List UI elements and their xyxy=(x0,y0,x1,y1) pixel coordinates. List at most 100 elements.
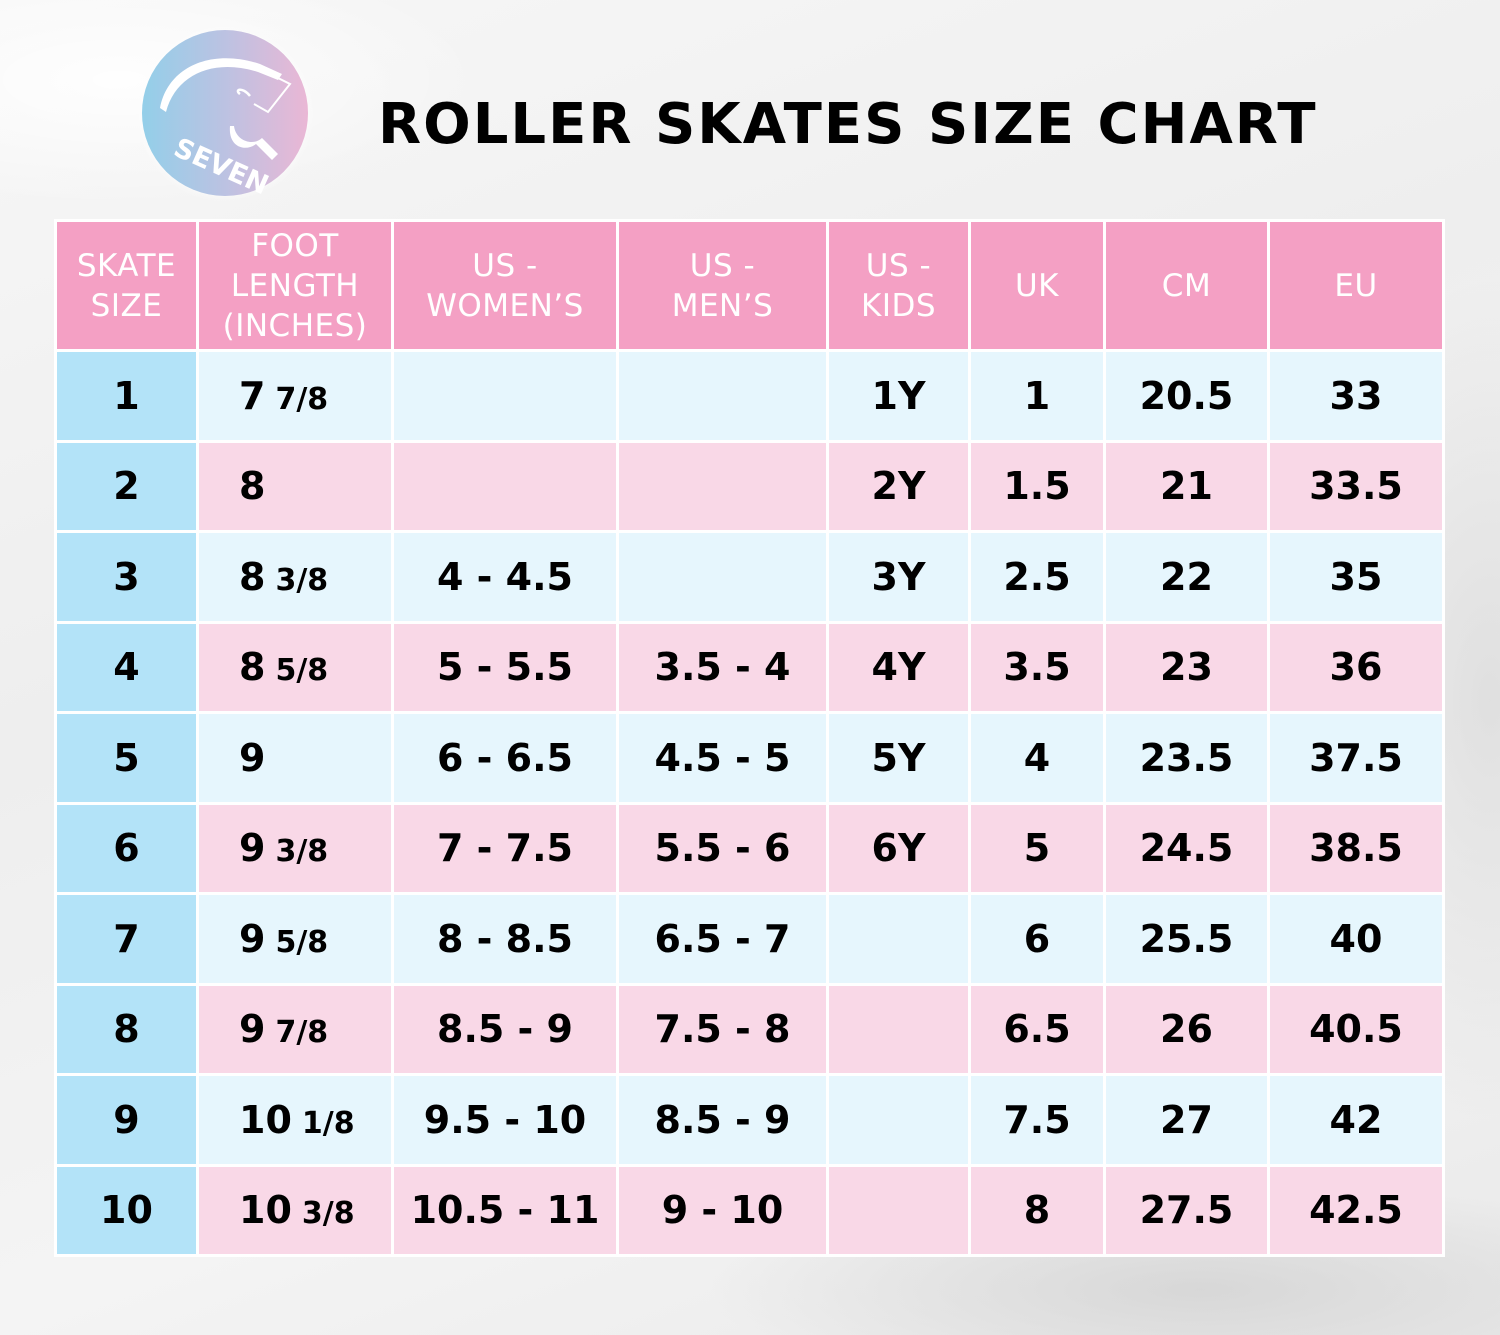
cell-skate-size: 6 xyxy=(57,804,196,892)
table-row: 2 8 2Y 1.5 21 33.5 xyxy=(57,442,1442,530)
cell-us-kids xyxy=(829,895,968,983)
cell-us-kids xyxy=(829,1166,968,1254)
header-label-line: SKATE xyxy=(76,247,177,284)
cell-eu: 36 xyxy=(1270,623,1442,711)
cell-skate-size: 9 xyxy=(57,1076,196,1164)
cell-foot-length: 9 7/8 xyxy=(199,985,391,1073)
cell-cm: 24.5 xyxy=(1106,804,1267,892)
cell-us-kids xyxy=(829,985,968,1073)
cell-eu: 37.5 xyxy=(1270,714,1442,802)
header-label-line: UK xyxy=(1014,267,1060,304)
seven-skate-circle-logo-icon: SEVEN xyxy=(160,58,292,196)
cell-us-kids: 6Y xyxy=(829,804,968,892)
cell-foot-length: 7 7/8 xyxy=(199,352,391,440)
cell-uk: 6 xyxy=(971,895,1103,983)
foot-length-whole: 8 xyxy=(239,554,266,599)
cell-us-mens xyxy=(619,442,826,530)
header-label-line: EU xyxy=(1334,267,1378,304)
cell-uk: 2.5 xyxy=(971,533,1103,621)
table-row: 4 8 5/8 5 - 5.5 3.5 - 4 4Y 3.5 23 36 xyxy=(57,623,1442,711)
foot-length-fraction: 5/8 xyxy=(275,924,329,960)
cell-us-kids: 3Y xyxy=(829,533,968,621)
cell-eu: 35 xyxy=(1270,533,1442,621)
header-label-line: FOOT xyxy=(251,227,339,264)
brand-logo: SEVEN xyxy=(142,30,308,196)
foot-length-whole: 8 xyxy=(239,645,266,690)
header-label-line: WOMEN’S xyxy=(426,287,584,324)
cell-cm: 25.5 xyxy=(1106,895,1267,983)
cell-cm: 20.5 xyxy=(1106,352,1267,440)
table-row: 10 10 3/8 10.5 - 11 9 - 10 8 27.5 42.5 xyxy=(57,1166,1442,1254)
cell-skate-size: 2 xyxy=(57,442,196,530)
foot-length-whole: 10 xyxy=(239,1097,292,1142)
cell-us-kids: 4Y xyxy=(829,623,968,711)
cell-us-womens: 8.5 - 9 xyxy=(394,985,616,1073)
cell-uk: 7.5 xyxy=(971,1076,1103,1164)
header-cm: CM xyxy=(1106,222,1267,349)
cell-eu: 33.5 xyxy=(1270,442,1442,530)
cell-uk: 3.5 xyxy=(971,623,1103,711)
cell-cm: 26 xyxy=(1106,985,1267,1073)
cell-us-kids xyxy=(829,1076,968,1164)
foot-length-whole: 8 xyxy=(239,464,266,509)
cell-skate-size: 4 xyxy=(57,623,196,711)
cell-foot-length: 10 3/8 xyxy=(199,1166,391,1254)
cell-us-mens: 3.5 - 4 xyxy=(619,623,826,711)
cell-us-mens xyxy=(619,533,826,621)
cell-uk: 6.5 xyxy=(971,985,1103,1073)
foot-length-whole: 7 xyxy=(239,373,266,418)
cell-skate-size: 5 xyxy=(57,714,196,802)
table-row: 8 9 7/8 8.5 - 9 7.5 - 8 6.5 26 40.5 xyxy=(57,985,1442,1073)
cell-eu: 38.5 xyxy=(1270,804,1442,892)
cell-eu: 40 xyxy=(1270,895,1442,983)
cell-us-kids: 5Y xyxy=(829,714,968,802)
cell-us-womens: 4 - 4.5 xyxy=(394,533,616,621)
cell-eu: 42 xyxy=(1270,1076,1442,1164)
cell-cm: 21 xyxy=(1106,442,1267,530)
cell-skate-size: 3 xyxy=(57,533,196,621)
foot-length-fraction: 7/8 xyxy=(275,1015,329,1051)
foot-length-whole: 9 xyxy=(239,1007,266,1052)
header-us-womens: US - WOMEN’S xyxy=(394,222,616,349)
cell-skate-size: 7 xyxy=(57,895,196,983)
cell-us-mens: 7.5 - 8 xyxy=(619,985,826,1073)
cell-foot-length: 8 3/8 xyxy=(199,533,391,621)
cell-skate-size: 8 xyxy=(57,985,196,1073)
cell-us-mens: 5.5 - 6 xyxy=(619,804,826,892)
cell-cm: 22 xyxy=(1106,533,1267,621)
size-chart-table: SKATE SIZE FOOT LENGTH (INCHES) US - WOMEN’S US… xyxy=(54,219,1445,1257)
cell-foot-length: 9 3/8 xyxy=(199,804,391,892)
table-body: 1 7 7/8 1Y 1 20.5 33 2 8 2Y 1.5 21 33.5 3 8 3/8 4 - 4.5 3… xyxy=(57,352,1442,1254)
cell-eu: 40.5 xyxy=(1270,985,1442,1073)
cell-eu: 42.5 xyxy=(1270,1166,1442,1254)
header-eu: EU xyxy=(1270,222,1442,349)
cell-uk: 4 xyxy=(971,714,1103,802)
foot-length-whole: 9 xyxy=(239,916,266,961)
cell-cm: 23.5 xyxy=(1106,714,1267,802)
table-row: 7 9 5/8 8 - 8.5 6.5 - 7 6 25.5 40 xyxy=(57,895,1442,983)
cell-skate-size: 1 xyxy=(57,352,196,440)
header-label-line: KIDS xyxy=(860,287,937,324)
cell-us-womens: 6 - 6.5 xyxy=(394,714,616,802)
foot-length-fraction: 5/8 xyxy=(275,653,329,689)
cell-us-womens xyxy=(394,352,616,440)
cell-us-womens: 5 - 5.5 xyxy=(394,623,616,711)
cell-us-kids: 2Y xyxy=(829,442,968,530)
cell-foot-length: 8 xyxy=(199,442,391,530)
header-label-line: MEN’S xyxy=(671,287,774,324)
header-label-line: (INCHES) xyxy=(222,307,368,344)
foot-length-fraction: 1/8 xyxy=(301,1105,355,1141)
cell-us-mens: 6.5 - 7 xyxy=(619,895,826,983)
cell-us-mens: 4.5 - 5 xyxy=(619,714,826,802)
table-row: 6 9 3/8 7 - 7.5 5.5 - 6 6Y 5 24.5 38.5 xyxy=(57,804,1442,892)
cell-skate-size: 10 xyxy=(57,1166,196,1254)
cell-us-mens: 9 - 10 xyxy=(619,1166,826,1254)
header-row: SKATE SIZE FOOT LENGTH (INCHES) US - WOMEN’S US… xyxy=(57,222,1442,349)
foot-length-fraction: 3/8 xyxy=(301,1196,355,1232)
table-row: 3 8 3/8 4 - 4.5 3Y 2.5 22 35 xyxy=(57,533,1442,621)
cell-us-mens: 8.5 - 9 xyxy=(619,1076,826,1164)
cell-us-womens: 9.5 - 10 xyxy=(394,1076,616,1164)
header-uk: UK xyxy=(971,222,1103,349)
header-label-line: US - xyxy=(472,247,538,284)
